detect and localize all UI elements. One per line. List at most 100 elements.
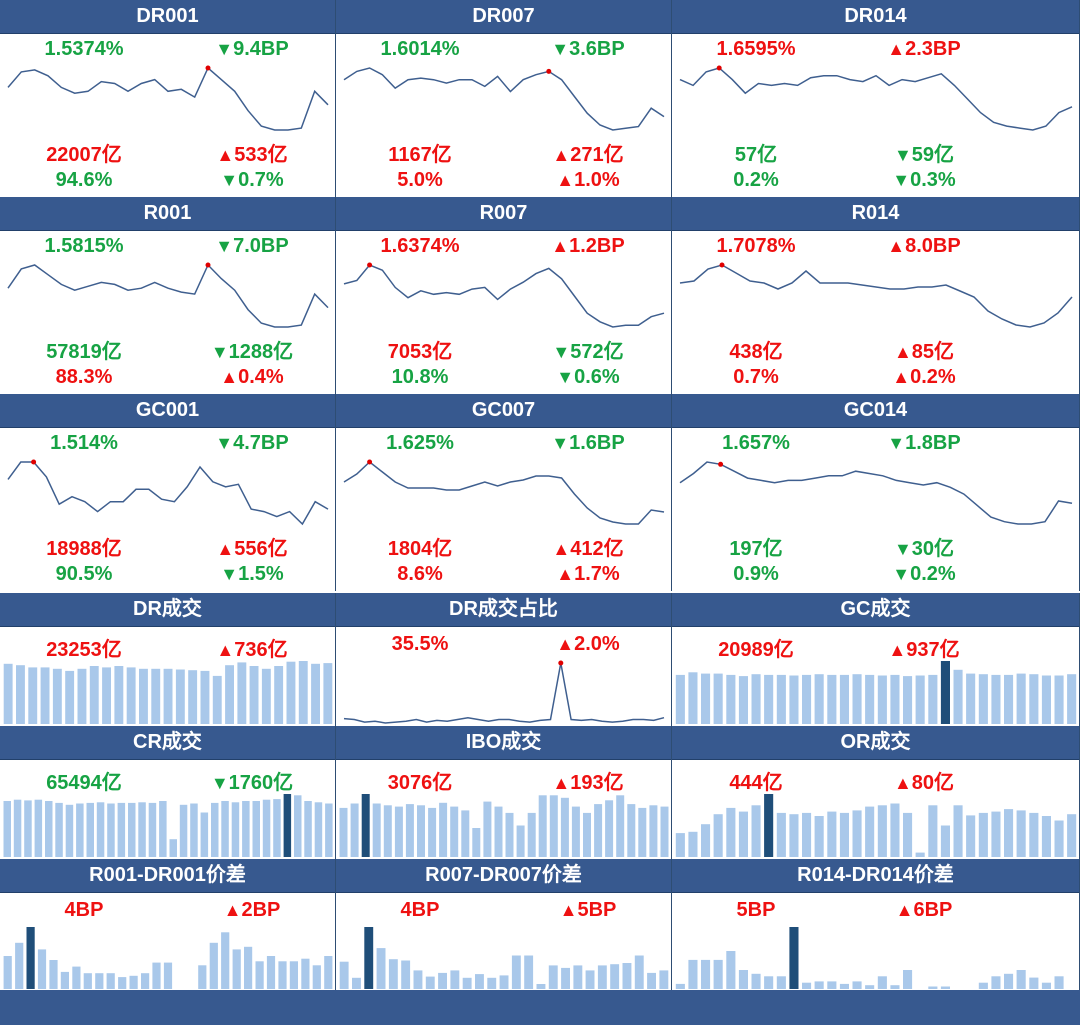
down-arrow-icon: ▼ bbox=[893, 145, 912, 165]
rate-change: ▼7.0BP bbox=[168, 235, 336, 258]
bar bbox=[383, 805, 392, 857]
panel-title: R014-DR014价差 bbox=[672, 859, 1079, 893]
bar bbox=[114, 666, 124, 724]
bar bbox=[483, 801, 492, 857]
volume-value-text: 7053亿 bbox=[387, 341, 453, 363]
volume-total: 35.5% bbox=[336, 633, 504, 656]
rate-change: ▼4.7BP bbox=[168, 432, 336, 455]
rate-value: 1.514% bbox=[0, 432, 168, 455]
share-value: 88.3% bbox=[0, 366, 168, 389]
bar bbox=[597, 965, 607, 989]
series-line bbox=[7, 461, 329, 526]
volume-bar-chart bbox=[339, 794, 669, 857]
bar bbox=[978, 982, 988, 989]
bar bbox=[169, 839, 177, 857]
bar bbox=[212, 675, 222, 724]
spread-panel-0: R001-DR001价差 4BP ▲2BP bbox=[0, 859, 336, 990]
bar bbox=[660, 806, 669, 857]
highlight-bar bbox=[764, 794, 774, 857]
bar bbox=[163, 962, 173, 989]
bar bbox=[40, 667, 50, 724]
bar bbox=[524, 955, 534, 989]
bar bbox=[903, 970, 913, 989]
bar bbox=[55, 802, 63, 857]
bar bbox=[274, 666, 284, 724]
bar bbox=[198, 965, 207, 989]
bar bbox=[505, 812, 514, 857]
bar bbox=[255, 961, 264, 989]
down-arrow-icon: ▼ bbox=[552, 342, 571, 362]
bar bbox=[352, 977, 361, 989]
bar bbox=[928, 805, 938, 857]
share-change: ▼0.2% bbox=[840, 563, 1008, 586]
series-line bbox=[7, 263, 329, 328]
down-arrow-icon: ▼ bbox=[220, 170, 239, 190]
rate-line-chart bbox=[7, 459, 329, 526]
bar bbox=[789, 675, 799, 724]
volume-total-change: ▲736亿 bbox=[168, 633, 336, 662]
bar bbox=[713, 959, 723, 989]
bar bbox=[915, 675, 925, 724]
rate-change-text: 1.2BP bbox=[569, 235, 625, 257]
share-change-text: 1.0% bbox=[574, 169, 620, 191]
bar bbox=[262, 799, 271, 857]
bar bbox=[1067, 814, 1077, 857]
rate-change-text: 4.7BP bbox=[233, 432, 289, 454]
series-line bbox=[7, 66, 329, 131]
rate-change-text: 3.6BP bbox=[569, 38, 625, 60]
rate-change-text: 8.0BP bbox=[905, 235, 961, 257]
share-change-text: 0.6% bbox=[574, 366, 620, 388]
bar bbox=[475, 974, 484, 989]
share-change: ▲0.2% bbox=[840, 366, 1008, 389]
rate-panel-dr007: DR007 1.6014% ▼3.6BP 1167亿 ▲271亿 5.0% ▲1.0% bbox=[336, 0, 672, 197]
volume-total-change: ▲80亿 bbox=[840, 766, 1008, 795]
volume-value-text: 438亿 bbox=[729, 341, 783, 363]
bar bbox=[1054, 820, 1064, 857]
highlight-bar bbox=[940, 661, 950, 724]
bar bbox=[585, 970, 595, 989]
bar bbox=[701, 824, 711, 857]
bar bbox=[890, 803, 900, 857]
bar bbox=[1029, 674, 1039, 724]
bar bbox=[789, 814, 799, 857]
rate-value: 1.657% bbox=[672, 432, 840, 455]
bar bbox=[37, 949, 47, 989]
rate-value-text: 1.6595% bbox=[716, 38, 796, 60]
volume-total-change-text: 193亿 bbox=[570, 772, 624, 794]
volume-total-text: 444亿 bbox=[729, 772, 783, 794]
volume-change: ▼572亿 bbox=[504, 335, 672, 364]
bar bbox=[401, 960, 411, 989]
series-line bbox=[343, 461, 665, 525]
bar bbox=[647, 972, 656, 989]
up-arrow-icon: ▲ bbox=[552, 773, 571, 793]
rate-value-text: 1.514% bbox=[50, 432, 118, 454]
bar bbox=[372, 803, 381, 857]
up-arrow-icon: ▲ bbox=[887, 39, 906, 59]
bar bbox=[560, 797, 569, 857]
volume-total-text: 35.5% bbox=[391, 633, 449, 655]
share-value-text: 0.2% bbox=[733, 169, 779, 191]
down-arrow-icon: ▼ bbox=[893, 539, 912, 559]
bar bbox=[852, 810, 862, 857]
bar bbox=[472, 828, 481, 857]
highlight-bar bbox=[283, 794, 292, 857]
volume-change: ▼59亿 bbox=[840, 138, 1008, 167]
bar bbox=[439, 802, 448, 857]
volume-value: 1167亿 bbox=[336, 138, 504, 167]
share-value: 0.7% bbox=[672, 366, 840, 389]
bar bbox=[24, 800, 32, 857]
bar bbox=[16, 665, 25, 724]
rate-panel-r014: R014 1.7078% ▲8.0BP 438亿 ▲85亿 0.7% ▲0.2% bbox=[672, 197, 1080, 394]
volume-value: 438亿 bbox=[672, 335, 840, 364]
bar bbox=[953, 669, 963, 724]
bar bbox=[675, 674, 685, 724]
bar bbox=[339, 807, 348, 857]
volume-change-text: 572亿 bbox=[570, 341, 624, 363]
bar bbox=[527, 812, 536, 857]
volume-value: 197亿 bbox=[672, 532, 840, 561]
series-line bbox=[679, 461, 1073, 525]
panel-title: R001-DR001价差 bbox=[0, 859, 335, 893]
footer-bar bbox=[0, 990, 1080, 1025]
spread-panel-1: R007-DR007价差 4BP ▲5BP bbox=[336, 859, 672, 990]
volume-bar-chart bbox=[675, 661, 1077, 724]
